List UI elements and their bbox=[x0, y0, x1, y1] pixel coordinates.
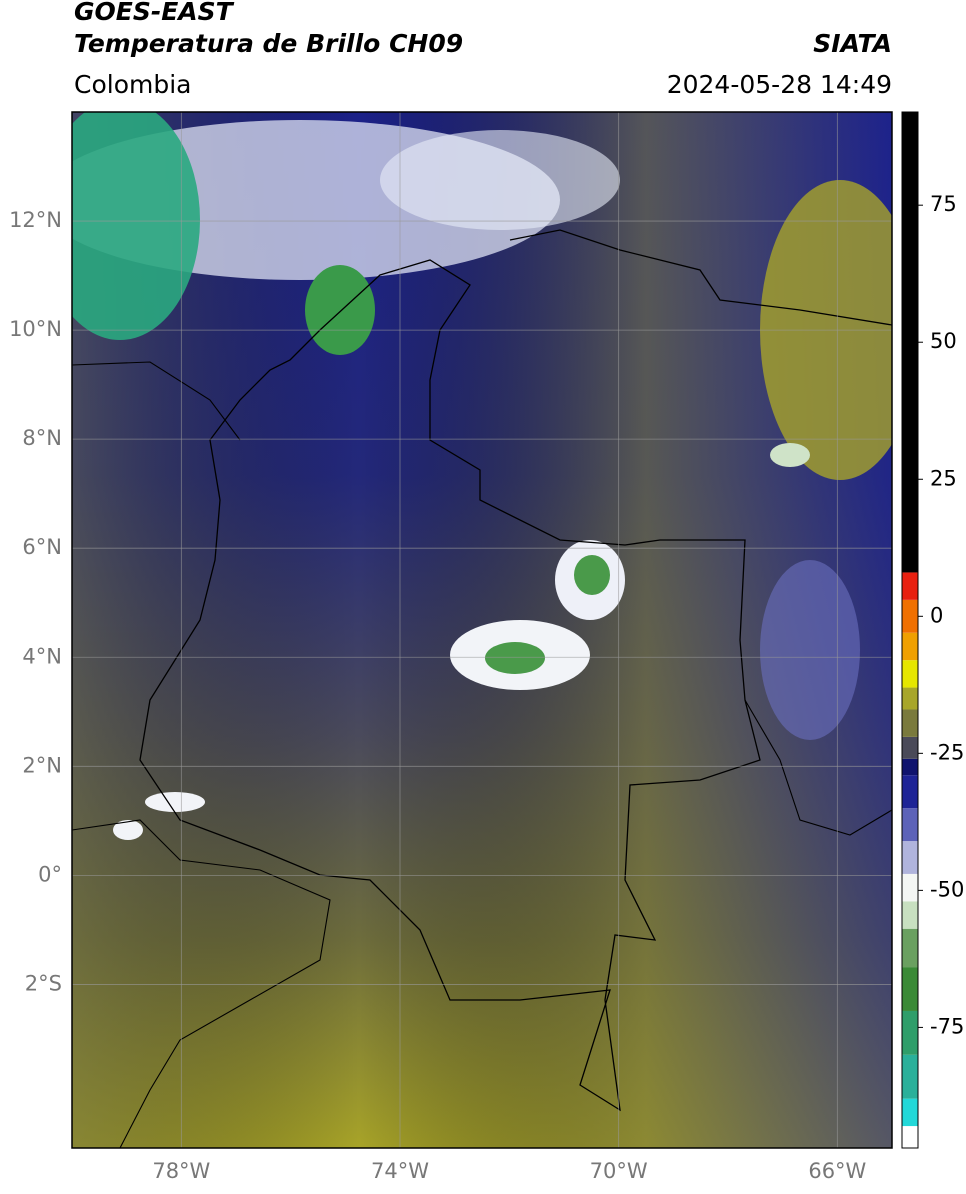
y-tick-label: 2°S bbox=[25, 971, 62, 995]
colorbar-tick-label: 50 bbox=[930, 329, 957, 353]
x-tick-label: 74°W bbox=[371, 1159, 429, 1183]
colorbar-tick-label: -50 bbox=[930, 877, 964, 901]
source: SIATA bbox=[813, 29, 892, 58]
colorbar-band bbox=[902, 1054, 918, 1099]
colorbar-band bbox=[902, 660, 918, 688]
title: GOES-EAST bbox=[74, 0, 235, 26]
y-tick-label: 4°N bbox=[22, 644, 62, 668]
map-frame bbox=[71, 111, 893, 1149]
colorbar-band bbox=[902, 928, 918, 968]
satellite-image bbox=[72, 112, 892, 1148]
colorbar-band bbox=[902, 632, 918, 661]
subtitle: Temperatura de Brillo CH09 bbox=[74, 29, 463, 58]
y-tick-label: 10°N bbox=[9, 317, 62, 341]
x-tick-label: 78°W bbox=[152, 1159, 210, 1183]
colorbar-tick-label: -75 bbox=[930, 1014, 964, 1038]
colorbar-band bbox=[902, 967, 918, 1011]
colorbar-band bbox=[902, 112, 918, 573]
colorbar-band bbox=[902, 709, 918, 737]
colorbar-band bbox=[902, 1098, 918, 1127]
colorbar-frame bbox=[901, 111, 919, 1149]
colorbar-band bbox=[902, 873, 918, 902]
datetime: 2024-05-28 14:49 bbox=[667, 70, 892, 99]
colorbar-band bbox=[902, 758, 918, 776]
colorbar-band bbox=[902, 901, 918, 929]
colorbar-band bbox=[902, 775, 918, 809]
colorbar-band bbox=[902, 1126, 918, 1148]
colorbar-tick-label: 25 bbox=[930, 466, 957, 490]
colorbar-band bbox=[902, 736, 918, 759]
colorbar-tick-label: -25 bbox=[930, 740, 964, 764]
y-tick-label: 0° bbox=[38, 862, 62, 886]
colorbar-band bbox=[902, 808, 918, 842]
colorbar-band bbox=[902, 599, 918, 633]
x-tick-label: 66°W bbox=[808, 1159, 866, 1183]
colorbar-band bbox=[902, 1010, 918, 1055]
colorbar-band bbox=[902, 572, 918, 600]
region: Colombia bbox=[74, 70, 191, 99]
colorbar-tick-label: 0 bbox=[930, 603, 943, 627]
y-tick-label: 2°N bbox=[22, 753, 62, 777]
colorbar-tick-label: 75 bbox=[930, 192, 957, 216]
x-tick-label: 70°W bbox=[590, 1159, 648, 1183]
colorbar-band bbox=[902, 687, 918, 710]
colorbar-band bbox=[902, 841, 918, 874]
y-tick-label: 6°N bbox=[22, 535, 62, 559]
y-tick-label: 8°N bbox=[22, 426, 62, 450]
y-tick-label: 12°N bbox=[9, 208, 62, 232]
